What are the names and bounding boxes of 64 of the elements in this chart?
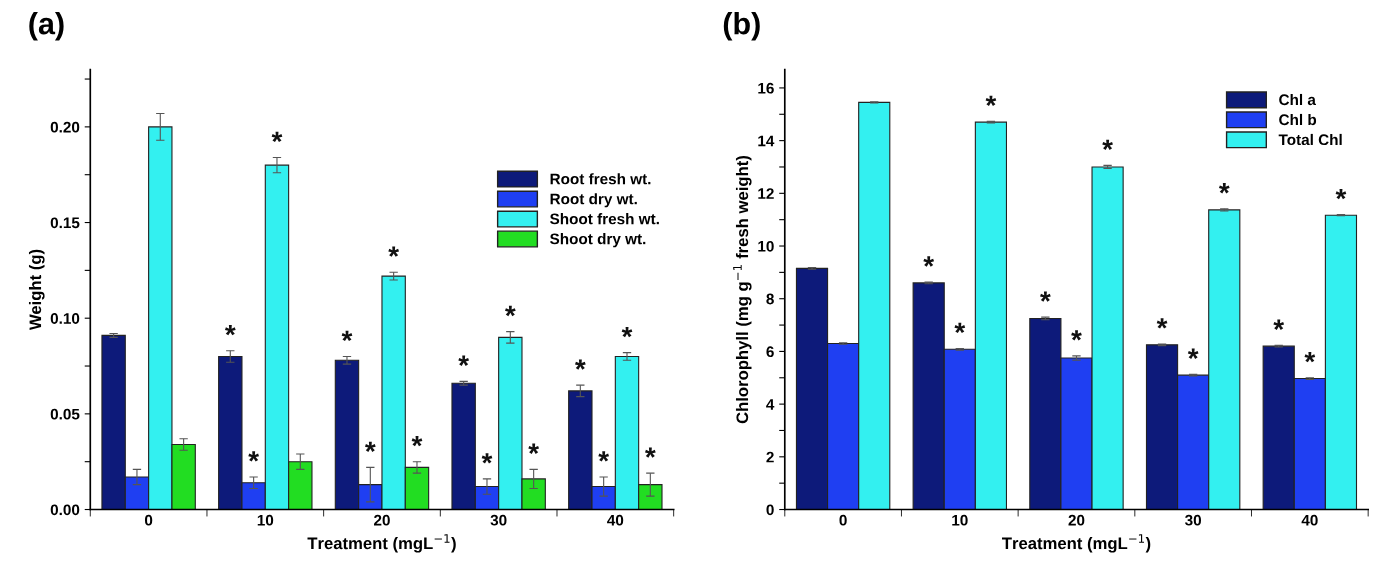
data-label: * [1102, 139, 1113, 150]
data-label: * [388, 246, 400, 257]
y-tick-label: 0.20 [50, 121, 80, 133]
data-label: * [224, 324, 236, 336]
data-label: * [598, 451, 610, 462]
data-label: * [1218, 183, 1230, 194]
data-label: * [528, 443, 540, 454]
data-label: * [923, 256, 935, 267]
y-tick-label: 6 [766, 346, 774, 358]
y-tick-label: 0 [766, 504, 774, 516]
data-label: * [621, 326, 633, 338]
legend-label: Root fresh wt. [550, 173, 651, 185]
legend-label: Chl b [1279, 113, 1317, 126]
y-tick-label: 10 [758, 240, 774, 252]
data-label: * [411, 435, 423, 447]
chart-title: (b) [723, 12, 760, 41]
legend-label: Shoot dry wt. [550, 233, 646, 248]
data-label: * [1071, 330, 1082, 341]
data-label: * [248, 451, 260, 462]
x-tick-label: 10 [952, 514, 968, 526]
y-tick-label: 0.05 [50, 408, 80, 420]
data-label: * [1156, 318, 1168, 329]
x-tick-label: 20 [1068, 514, 1085, 526]
y-tick-label: 0.10 [50, 313, 80, 324]
y-tick-label: 12 [758, 188, 774, 199]
x-tick-label: 30 [490, 514, 507, 526]
x-tick-label: 20 [374, 514, 390, 526]
data-label: * [575, 359, 586, 370]
x-tick-label: 40 [607, 514, 624, 526]
data-label: * [1335, 188, 1347, 200]
y-tick-label: 0.00 [50, 504, 80, 516]
y-tick-label: 14 [758, 135, 775, 147]
data-label: * [364, 441, 376, 453]
legend-label: Root dry wt. [550, 193, 637, 208]
data-label: * [1273, 319, 1285, 330]
data-label: * [645, 447, 656, 458]
data-label: * [505, 305, 516, 317]
data-label: * [1040, 291, 1051, 302]
data-label: * [271, 131, 283, 143]
data-label: * [954, 322, 966, 334]
data-label: * [1304, 352, 1316, 363]
legend-label: Chl a [1279, 93, 1316, 106]
legend-label: Total Chl [1278, 133, 1342, 146]
data-label: * [1187, 348, 1199, 359]
data-label: * [341, 330, 353, 342]
y-tick-label: 0.15 [50, 217, 80, 229]
data-label: * [985, 95, 997, 106]
y-tick-label: 8 [766, 293, 774, 305]
y-tick-label: 16 [758, 82, 774, 94]
y-tick-label: 2 [766, 451, 774, 463]
y-tick-label: 4 [766, 399, 775, 410]
x-tick-label: 30 [1185, 514, 1202, 526]
x-tick-label: 0 [144, 514, 153, 526]
chart-title: (a) [29, 12, 64, 41]
x-tick-label: 0 [839, 514, 847, 526]
data-label: * [481, 453, 493, 464]
x-axis-title: Treatment (mgL$^{−1}$) [307, 534, 456, 553]
x-axis-title: Treatment (mgL$^{−1}$) [1002, 534, 1151, 553]
x-tick-label: 40 [1301, 514, 1318, 526]
y-axis-title: Weight (g) [28, 249, 45, 331]
legend-label: Shoot fresh wt. [550, 213, 659, 225]
x-tick-label: 10 [257, 514, 274, 526]
data-label: * [458, 355, 470, 366]
y-axis-title: Chlorophyll (mg g$^{−1}$ fresh weight) [733, 156, 752, 424]
